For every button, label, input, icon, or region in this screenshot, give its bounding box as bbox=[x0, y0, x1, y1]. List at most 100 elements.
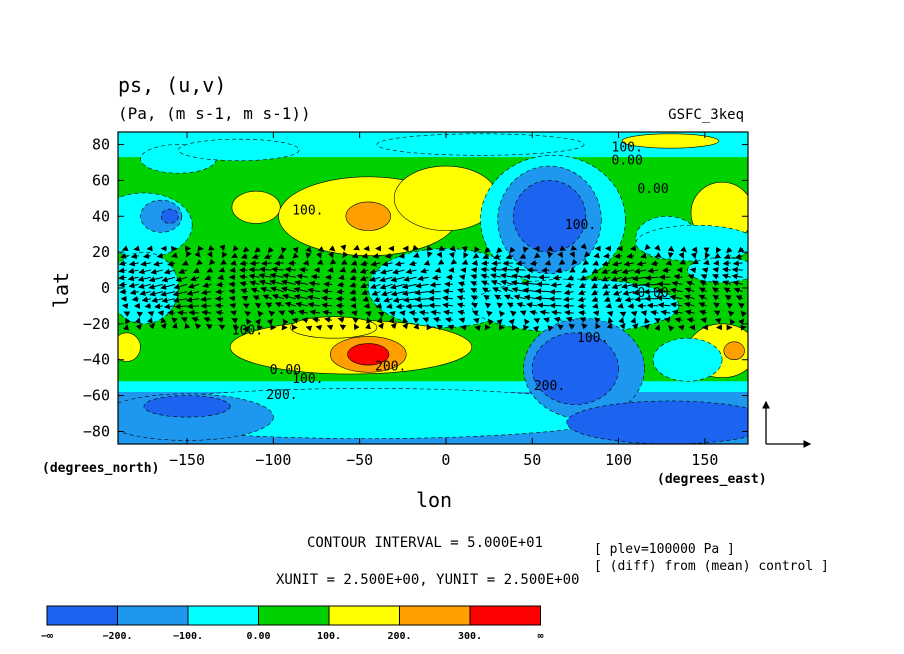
wind-vector bbox=[258, 272, 272, 279]
wind-vector bbox=[177, 309, 188, 316]
wind-vector bbox=[712, 267, 719, 273]
wind-vector bbox=[284, 266, 296, 273]
wind-vector bbox=[161, 276, 176, 283]
field-region bbox=[347, 343, 390, 366]
wind-vector bbox=[204, 274, 212, 281]
wind-vector bbox=[151, 297, 163, 303]
wind-vector bbox=[505, 253, 514, 260]
x-tick-label: 50 bbox=[523, 451, 541, 469]
wind-vector bbox=[577, 296, 586, 303]
x-tick-label: −150 bbox=[169, 451, 205, 469]
wind-vector bbox=[566, 274, 574, 281]
wind-vector bbox=[723, 253, 731, 259]
y-unit-label: (degrees_north) bbox=[42, 461, 159, 476]
wind-vector bbox=[543, 317, 550, 323]
wind-vector bbox=[711, 280, 719, 287]
wind-vector bbox=[481, 287, 490, 294]
wind-vector bbox=[557, 324, 564, 331]
legend-swatch bbox=[399, 605, 471, 626]
wind-vector bbox=[135, 323, 143, 331]
wind-vector bbox=[338, 274, 345, 281]
wind-vector bbox=[138, 268, 151, 275]
wind-vector bbox=[547, 325, 554, 332]
wind-vector bbox=[516, 302, 526, 308]
wind-vector bbox=[534, 252, 541, 259]
wind-vector bbox=[470, 295, 478, 301]
wind-vector bbox=[246, 318, 252, 325]
wind-vector bbox=[612, 260, 623, 267]
wind-vector bbox=[206, 267, 214, 273]
wind-vector bbox=[703, 259, 710, 266]
wind-vector bbox=[229, 267, 236, 274]
field-region bbox=[231, 190, 281, 224]
wind-vector bbox=[606, 311, 614, 317]
wind-vector bbox=[277, 253, 285, 259]
wind-vector bbox=[481, 280, 490, 287]
wind-vector bbox=[442, 295, 453, 302]
wind-vector bbox=[328, 245, 336, 252]
wind-vector bbox=[602, 289, 611, 296]
wind-vector bbox=[274, 301, 284, 308]
wind-vector bbox=[618, 316, 625, 324]
wind-vector bbox=[689, 267, 697, 274]
wind-vector bbox=[142, 253, 151, 259]
field-region bbox=[160, 208, 179, 224]
wind-vector bbox=[610, 268, 623, 275]
wind-vector bbox=[552, 274, 562, 281]
contour-label: 100. bbox=[612, 141, 643, 156]
wind-vector bbox=[157, 310, 164, 317]
wind-vector bbox=[532, 325, 540, 333]
wind-vector bbox=[361, 289, 369, 296]
wind-vector bbox=[640, 310, 648, 317]
wind-vector bbox=[154, 303, 163, 310]
wind-vector bbox=[337, 317, 345, 323]
wind-vector bbox=[470, 267, 478, 274]
wind-vector bbox=[228, 288, 236, 295]
wind-vector bbox=[349, 295, 357, 302]
wind-vector bbox=[670, 301, 683, 308]
wind-vector bbox=[405, 303, 417, 310]
wind-vector bbox=[118, 260, 127, 267]
wind-vector bbox=[420, 267, 429, 274]
wind-vector bbox=[458, 317, 466, 324]
wind-vector bbox=[265, 302, 273, 309]
wind-vector bbox=[239, 260, 248, 267]
wind-vector bbox=[734, 253, 743, 260]
wind-vector bbox=[191, 316, 200, 323]
wind-vector bbox=[606, 322, 613, 329]
wind-vector bbox=[591, 302, 599, 309]
wind-vector bbox=[339, 266, 347, 273]
wind-vector bbox=[244, 310, 252, 317]
wind-vector bbox=[383, 296, 393, 303]
wind-vector bbox=[654, 244, 661, 251]
wind-vector bbox=[209, 258, 216, 266]
wind-vector bbox=[457, 281, 466, 287]
wind-vector bbox=[242, 246, 250, 253]
wind-vector bbox=[426, 245, 433, 251]
wind-vector bbox=[711, 273, 719, 280]
wind-vector bbox=[626, 253, 635, 259]
wind-vector bbox=[121, 245, 129, 251]
wind-vector bbox=[141, 296, 151, 303]
y-tick-label: 20 bbox=[92, 243, 110, 261]
wind-vector bbox=[673, 273, 683, 280]
wind-vector bbox=[392, 297, 405, 303]
wind-vector bbox=[619, 311, 627, 318]
wind-vector bbox=[685, 280, 695, 287]
wind-vector bbox=[482, 253, 490, 259]
wind-vector bbox=[669, 287, 683, 294]
wind-vector bbox=[431, 274, 441, 281]
wind-vector bbox=[627, 303, 635, 309]
wind-vector bbox=[412, 317, 420, 324]
legend-swatch bbox=[117, 605, 189, 626]
wind-vector bbox=[389, 310, 396, 317]
wind-vector bbox=[595, 322, 601, 330]
wind-vector bbox=[457, 288, 466, 294]
wind-vector bbox=[291, 317, 299, 324]
wind-vector bbox=[118, 281, 127, 288]
wind-vector bbox=[160, 316, 167, 324]
legend-swatch bbox=[258, 605, 330, 626]
wind-vector bbox=[480, 266, 490, 273]
wind-vector bbox=[324, 316, 333, 323]
